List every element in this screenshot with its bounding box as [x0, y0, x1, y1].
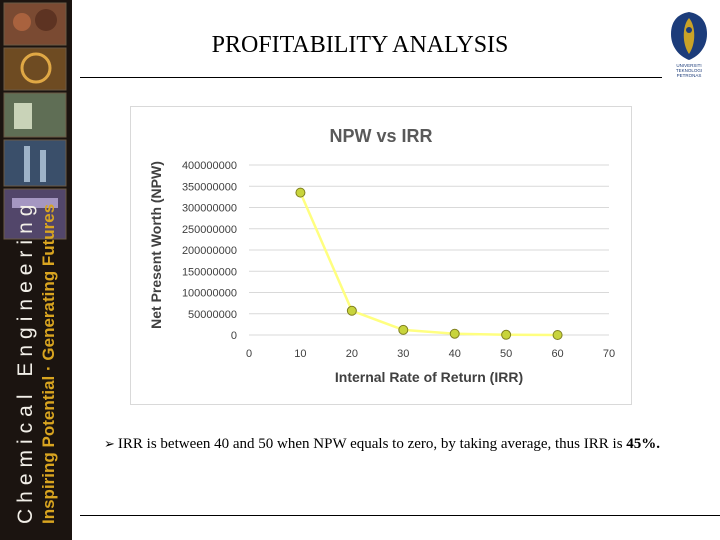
data-point: [449, 328, 460, 339]
photo-collage: [3, 2, 67, 240]
x-tick-label: 20: [346, 348, 358, 360]
sidebar-caption: Chemical Engineering Inspiring Potential…: [14, 198, 62, 524]
y-axis-title: Net Present Worth (NPW): [148, 161, 164, 329]
data-point: [552, 330, 563, 340]
y-tick-label: 150000000: [182, 266, 237, 278]
x-tick-labels: 0 10 20 30 40 50 60 70: [246, 348, 615, 360]
header-divider: [80, 77, 662, 78]
photo-4: [3, 139, 67, 187]
sidebar-title: Chemical Engineering: [14, 198, 37, 524]
x-tick-label: 30: [397, 348, 409, 360]
data-point: [501, 329, 512, 340]
y-tick-label: 400000000: [182, 160, 237, 172]
x-axis-title: Internal Rate of Return (IRR): [335, 369, 523, 385]
y-tick-label: 100000000: [182, 288, 237, 300]
photo-4-detail: [24, 146, 30, 182]
x-tick-label: 40: [449, 348, 461, 360]
x-tick-label: 70: [603, 348, 615, 360]
photo-3-detail: [14, 103, 32, 129]
y-tick-label: 250000000: [182, 224, 237, 236]
y-tick-label: 50000000: [188, 309, 237, 321]
footer-divider: [80, 515, 720, 516]
data-point: [295, 187, 306, 198]
conclusion-bullet: ➢ IRR is between 40 and 50 when NPW equal…: [104, 436, 714, 453]
y-tick-label: 350000000: [182, 181, 237, 193]
y-tick-label: 0: [231, 330, 237, 342]
conclusion-highlight: 45%.: [626, 436, 661, 452]
chart-container: 0 50000000 100000000 150000000 200000000 2500…: [130, 106, 632, 405]
y-tick-label: 200000000: [182, 245, 237, 257]
x-tick-label: 0: [246, 348, 252, 360]
photo-5: [3, 188, 67, 240]
university-crest-icon: UNIVERSITI TEKNOLOGI PETRONAS: [671, 12, 707, 78]
logo-line-1: UNIVERSITI: [676, 63, 701, 68]
x-tick-label: 50: [500, 348, 512, 360]
slide-title: PROFITABILITY ANALYSIS: [211, 32, 509, 58]
sidebar-tagline: Inspiring Potential · Generating Futures: [39, 203, 58, 524]
logo-line-3: PETRONAS: [677, 73, 702, 78]
photo-3: [3, 92, 67, 138]
x-tick-label: 60: [551, 348, 563, 360]
sidebar-strip: Chemical Engineering Inspiring Potential…: [0, 0, 72, 540]
npw-vs-irr-chart: 0 50000000 100000000 150000000 200000000 2500…: [148, 126, 615, 385]
series-line: [299, 192, 558, 337]
chart-title: NPW vs IRR: [329, 126, 432, 146]
photo-1-detail: [13, 13, 31, 31]
x-tick-label: 10: [294, 348, 306, 360]
photo-2-detail: [20, 52, 52, 84]
logo-line-2: TEKNOLOGI: [676, 68, 702, 73]
photo-5-detail: [12, 198, 58, 208]
data-point: [398, 324, 409, 335]
data-points: [295, 187, 563, 340]
y-tick-label: 300000000: [182, 203, 237, 215]
photo-4-detail-2: [40, 150, 46, 182]
data-point: [346, 305, 357, 316]
arrow-bullet-icon: ➢: [104, 437, 115, 452]
conclusion-text: IRR is between 40 and 50 when NPW equals…: [117, 436, 623, 452]
y-tick-labels: 0 50000000 100000000 150000000 200000000 2500…: [182, 160, 237, 342]
photo-1-detail-2: [35, 9, 57, 31]
